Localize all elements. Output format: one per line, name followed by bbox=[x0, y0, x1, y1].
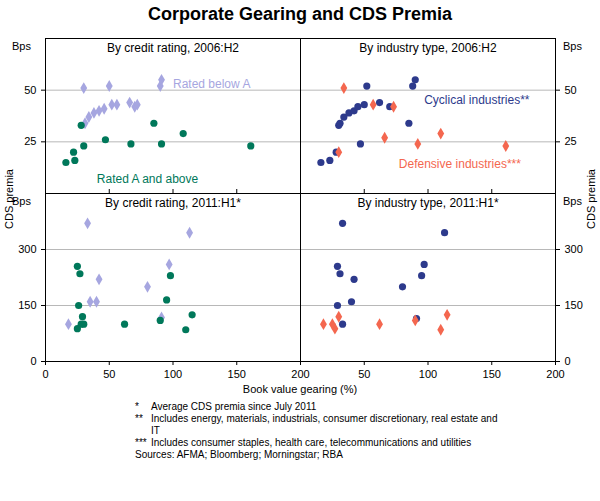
svg-text:300: 300 bbox=[18, 243, 36, 255]
svg-text:50: 50 bbox=[565, 84, 577, 96]
svg-text:150: 150 bbox=[565, 299, 583, 311]
html-text:Includes energy, materials, in: Includes energy, materials, industrials,… bbox=[151, 413, 498, 436]
svg-text:Defensive industries***: Defensive industries*** bbox=[399, 157, 521, 171]
svg-text:100: 100 bbox=[419, 368, 437, 380]
html-text:CDS premia: CDS premia bbox=[585, 168, 597, 229]
svg-text:200: 200 bbox=[546, 368, 564, 380]
svg-text:150: 150 bbox=[228, 368, 246, 380]
svg-text:25: 25 bbox=[565, 135, 577, 147]
html-text:Bps: Bps bbox=[563, 40, 582, 52]
html-text:Bps: Bps bbox=[12, 195, 31, 207]
svg-text:50: 50 bbox=[358, 368, 370, 380]
html-text:Book value gearing (%): Book value gearing (%) bbox=[242, 383, 358, 395]
html-text:Corporate Gearing and CDS Prem: Corporate Gearing and CDS Premia bbox=[148, 4, 452, 24]
svg-text:0: 0 bbox=[565, 355, 571, 367]
html-text:Sources: AFMA; Bloomberg; Morn: Sources: AFMA; Bloomberg; Morningstar; R… bbox=[135, 449, 343, 460]
html-text:Includes consumer staples, hea: Includes consumer staples, health care, … bbox=[151, 437, 472, 448]
svg-text:By industry type, 2006:H2: By industry type, 2006:H2 bbox=[359, 41, 497, 55]
svg-text:300: 300 bbox=[565, 243, 583, 255]
svg-text:200: 200 bbox=[291, 368, 309, 380]
svg-text:50: 50 bbox=[103, 368, 115, 380]
svg-text:By credit rating, 2006:H2: By credit rating, 2006:H2 bbox=[107, 41, 239, 55]
html-text:Bps: Bps bbox=[563, 195, 582, 207]
html-text:Bps: Bps bbox=[12, 40, 31, 52]
svg-text:0: 0 bbox=[42, 368, 48, 380]
svg-text:Rated below A: Rated below A bbox=[173, 77, 250, 91]
svg-text:Cyclical industries**: Cyclical industries** bbox=[424, 93, 530, 107]
html-text:CDS premia: CDS premia bbox=[3, 168, 15, 229]
svg-text:150: 150 bbox=[483, 368, 501, 380]
svg-text:By industry type, 2011:H1*: By industry type, 2011:H1* bbox=[357, 196, 499, 210]
svg-text:By credit rating, 2011:H1*: By credit rating, 2011:H1* bbox=[105, 196, 241, 210]
svg-text:25: 25 bbox=[24, 135, 36, 147]
svg-text:150: 150 bbox=[18, 299, 36, 311]
html-text:Average CDS premia since July: Average CDS premia since July 2011 bbox=[151, 401, 317, 412]
svg-text:100: 100 bbox=[164, 368, 182, 380]
svg-text:50: 50 bbox=[24, 84, 36, 96]
svg-text:0: 0 bbox=[30, 355, 36, 367]
svg-text:Rated A and above: Rated A and above bbox=[97, 172, 199, 186]
